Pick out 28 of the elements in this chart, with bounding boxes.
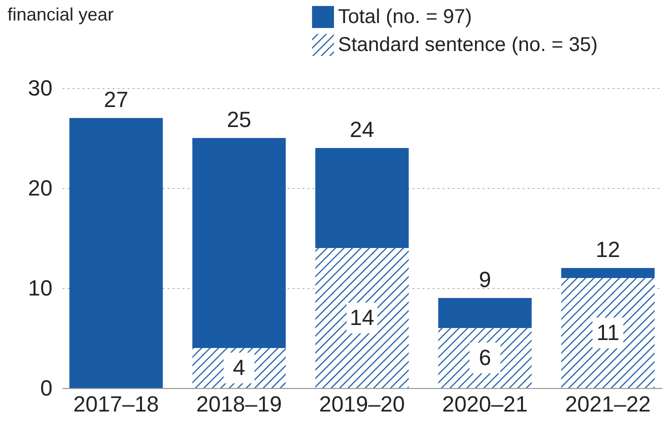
data-label: 14 bbox=[350, 305, 374, 330]
bar bbox=[315, 148, 409, 248]
bar bbox=[561, 268, 655, 278]
x-tick-label: 2019–20 bbox=[319, 392, 405, 416]
legend-label: Standard sentence (no. = 35) bbox=[338, 34, 598, 56]
data-label: 4 bbox=[232, 355, 246, 380]
total-label: 24 bbox=[350, 117, 374, 142]
y-tick-label: 20 bbox=[28, 176, 52, 200]
x-tick-label: 2020–21 bbox=[442, 392, 528, 416]
total-label: 12 bbox=[596, 237, 620, 262]
y-tick-label: 10 bbox=[28, 276, 52, 300]
y-tick-label: 0 bbox=[40, 376, 52, 400]
legend-label: Total (no. = 97) bbox=[338, 6, 472, 28]
data-label: 11 bbox=[596, 320, 620, 345]
total-label: 9 bbox=[478, 267, 492, 292]
y-tick-label: 30 bbox=[28, 76, 52, 100]
x-tick-label: 2021–22 bbox=[565, 392, 651, 416]
y-axis-title: financial year bbox=[8, 4, 114, 24]
x-tick-label: 2018–19 bbox=[196, 392, 282, 416]
bar bbox=[561, 278, 655, 388]
total-label: 25 bbox=[226, 107, 252, 132]
data-label: 6 bbox=[478, 345, 492, 370]
bar bbox=[315, 248, 409, 388]
bar bbox=[69, 118, 163, 388]
total-label: 27 bbox=[104, 87, 128, 112]
bar bbox=[192, 138, 286, 348]
x-tick-label: 2017–18 bbox=[73, 392, 159, 416]
bar bbox=[438, 298, 532, 328]
